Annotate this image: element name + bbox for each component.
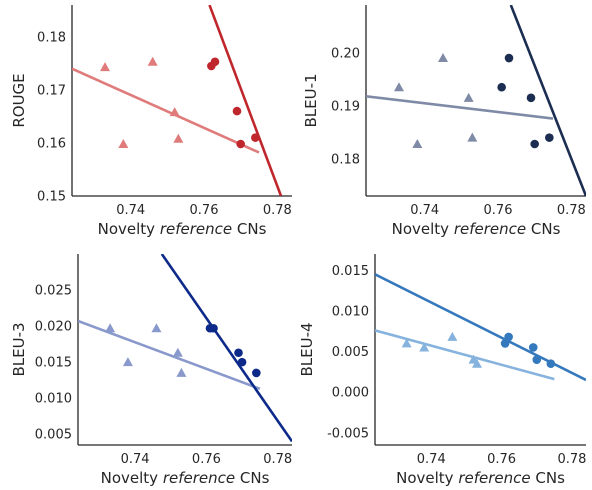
y-tick-label: 0.025: [35, 284, 72, 299]
data-point-triangle: [173, 133, 184, 143]
data-point-circle: [504, 332, 513, 342]
x-axis-label: Novelty reference CNs: [392, 220, 561, 238]
x-axis-label: Novelty reference CNs: [396, 469, 565, 487]
regression-line-triangle: [366, 94, 554, 120]
data-point-circle: [251, 133, 260, 142]
y-axis-label: ROUGE: [10, 73, 28, 127]
y-tick-label: 0.20: [331, 46, 360, 61]
x-axis-label-part: reference: [160, 220, 232, 238]
data-point-circle: [546, 359, 556, 369]
regression-line-circle: [208, 5, 283, 196]
x-axis-label-part: Novelty: [101, 469, 163, 487]
data-point-circle: [532, 355, 542, 364]
data-point-circle: [500, 339, 510, 348]
x-axis-label-part: CNs: [232, 220, 266, 238]
data-point-triangle: [412, 139, 423, 149]
y-tick-label: 0.005: [332, 345, 369, 360]
data-point-circle: [545, 133, 554, 142]
data-point-triangle: [471, 358, 482, 368]
y-tick-label: 0.16: [37, 136, 66, 151]
x-axis-label-part: reference: [458, 469, 530, 487]
x-tick-label: 0.78: [557, 203, 586, 218]
x-axis-label-part: Novelty: [396, 469, 458, 487]
y-tick-label: 0.005: [35, 428, 72, 443]
x-tick-label: 0.78: [263, 452, 292, 467]
y-tick-label: -0.005: [327, 426, 369, 441]
data-point-circle: [232, 106, 242, 116]
y-tick-label: 0.15: [37, 190, 66, 205]
y-tick-label: 0.19: [331, 99, 360, 114]
x-tick-label: 0.76: [192, 452, 221, 467]
y-tick-label: 0.17: [37, 83, 66, 98]
chart-panel-bleu-3: 0.005 0.010 0.015 0.020 0.025 0.74 0.76 0.78 BLE…: [10, 254, 292, 487]
x-tick-label: 0.76: [484, 203, 513, 218]
data-point-circle: [209, 323, 218, 333]
regression-line-triangle: [375, 329, 555, 381]
y-tick-label: 0.000: [332, 386, 369, 401]
data-point-circle: [526, 93, 536, 103]
x-axis-label: Novelty reference CNs: [98, 220, 267, 238]
x-axis-label-part: CNs: [526, 220, 560, 238]
x-tick-label: 0.76: [487, 452, 516, 467]
x-tick-label: 0.78: [557, 452, 586, 467]
chart-panel-rouge: 0.15 0.16 0.17 0.18 0.74 0.76 0.78 ROUGE Novelty…: [10, 5, 292, 238]
data-point-circle: [252, 368, 261, 378]
data-point-triangle: [447, 331, 458, 341]
data-point-triangle: [169, 107, 180, 117]
data-point-circle: [530, 139, 539, 149]
regression-line-triangle: [78, 319, 261, 390]
x-tick-label: 0.74: [121, 452, 150, 467]
x-tick-label: 0.74: [417, 452, 446, 467]
data-point-circle: [504, 53, 514, 63]
x-axis-label-part: Novelty: [392, 220, 454, 238]
y-tick-label: 0.010: [332, 304, 369, 319]
data-point-circle: [234, 348, 243, 358]
x-axis-label-part: reference: [163, 469, 235, 487]
data-point-triangle: [401, 338, 412, 348]
x-tick-label: 0.74: [410, 203, 439, 218]
data-point-circle: [497, 82, 506, 92]
x-axis-label-part: CNs: [531, 469, 565, 487]
y-axis-label: BLEU-1: [302, 73, 320, 127]
x-axis-label: Novelty reference CNs: [101, 469, 270, 487]
y-tick-label: 0.015: [332, 264, 369, 279]
y-tick-label: 0.18: [37, 30, 66, 45]
y-tick-label: 0.015: [35, 356, 72, 371]
data-point-triangle: [463, 92, 474, 102]
y-tick-label: 0.020: [35, 320, 72, 335]
x-axis-label-part: reference: [454, 220, 526, 238]
data-point-triangle: [122, 357, 133, 367]
data-point-triangle: [100, 62, 110, 72]
data-point-triangle: [438, 53, 448, 63]
data-point-triangle: [105, 323, 116, 333]
data-point-circle: [236, 139, 245, 149]
data-point-triangle: [151, 323, 162, 333]
data-point-circle: [528, 343, 538, 352]
x-tick-label: 0.74: [116, 203, 145, 218]
chart-panel-bleu-1: 0.18 0.19 0.20 0.74 0.76 0.78 BLEU-1 Novelty re…: [302, 5, 586, 238]
regression-line-triangle: [72, 67, 260, 154]
data-point-triangle: [419, 342, 430, 352]
data-point-triangle: [394, 82, 404, 92]
y-tick-label: 0.010: [35, 392, 72, 407]
x-axis-label-part: CNs: [235, 469, 269, 487]
y-axis-label: BLEU-4: [298, 322, 316, 376]
data-point-triangle: [118, 139, 129, 149]
y-axis-label: BLEU-3: [10, 322, 28, 376]
chart-panel-bleu-4: -0.005 0.000 0.005 0.010 0.015 0.74 0.76 0.78 BL…: [298, 254, 586, 487]
regression-line-circle: [509, 5, 586, 196]
x-axis-label-part: Novelty: [98, 220, 160, 238]
data-point-triangle: [176, 367, 187, 377]
data-point-triangle: [172, 347, 183, 357]
y-tick-label: 0.18: [331, 152, 360, 167]
data-point-circle: [237, 357, 247, 367]
x-tick-label: 0.78: [263, 203, 292, 218]
regression-line-circle: [160, 254, 292, 443]
data-point-triangle: [467, 132, 478, 142]
x-tick-label: 0.76: [190, 203, 219, 218]
data-point-triangle: [147, 56, 158, 66]
data-point-circle: [210, 57, 220, 67]
